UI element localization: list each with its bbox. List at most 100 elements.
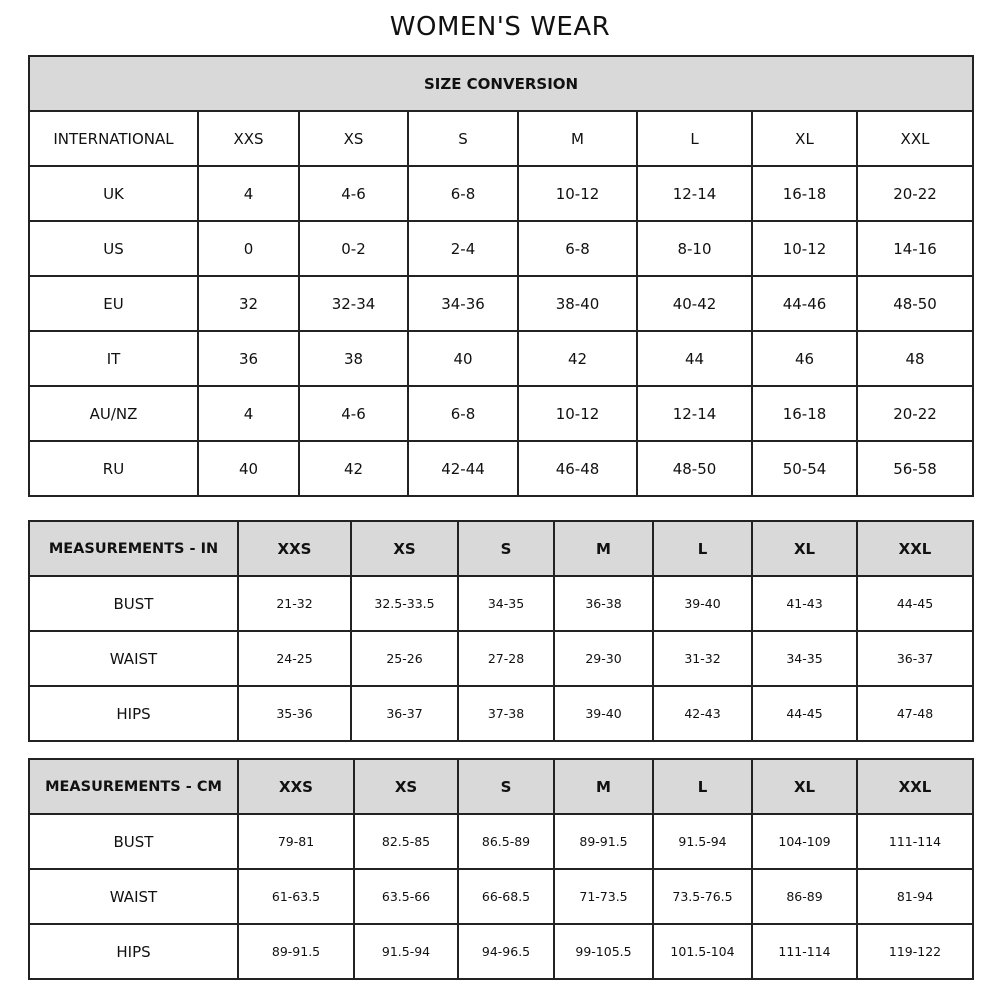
table-cell: 40 [407, 330, 519, 387]
row-label: BUST [28, 813, 239, 870]
table-cell: 20-22 [855, 385, 975, 442]
table-cell: 89-91.5 [553, 813, 654, 870]
column-header: M [517, 110, 638, 167]
table-cell: 119-122 [856, 923, 974, 980]
table-cell: 8-10 [636, 220, 753, 277]
table-cell: 34-36 [407, 275, 519, 332]
table-row: AU/NZ 4 4-6 6-8 10-12 12-14 16-18 20-22 [28, 385, 975, 442]
table-cell: 0 [197, 220, 300, 277]
header-row: MEASUREMENTS - CM XXS XS S M L XL XXL [28, 758, 974, 815]
table-cell: 25-26 [350, 630, 459, 687]
table-cell: 2-4 [407, 220, 519, 277]
column-header: XL [751, 110, 858, 167]
table-cell: 42 [298, 440, 409, 497]
table-cell: 32 [197, 275, 300, 332]
table-cell: 56-58 [855, 440, 975, 497]
table-row: BUST 21-32 32.5-33.5 34-35 36-38 39-40 41-43 44… [28, 575, 974, 632]
table-cell: 6-8 [407, 165, 519, 222]
table-row: RU 40 42 42-44 46-48 48-50 50-54 56-58 [28, 440, 975, 497]
column-header: MEASUREMENTS - IN [28, 520, 239, 577]
table-cell: 91.5-94 [652, 813, 753, 870]
table-cell: 12-14 [636, 385, 753, 442]
table-cell: 4-6 [298, 165, 409, 222]
column-header: L [652, 758, 753, 815]
column-header: XL [751, 520, 858, 577]
row-label: WAIST [28, 630, 239, 687]
table-cell: 10-12 [517, 385, 638, 442]
measurements-in-table: MEASUREMENTS - IN XXS XS S M L XL XXL BUST 21-32 3… [28, 520, 974, 742]
table-cell: 91.5-94 [353, 923, 459, 980]
table-cell: 32-34 [298, 275, 409, 332]
table-cell: 73.5-76.5 [652, 868, 753, 925]
table-cell: 27-28 [457, 630, 555, 687]
table-cell: 10-12 [751, 220, 858, 277]
table-cell: 71-73.5 [553, 868, 654, 925]
table-cell: 6-8 [407, 385, 519, 442]
column-header: S [407, 110, 519, 167]
table-cell: 38 [298, 330, 409, 387]
table-cell: 101.5-104 [652, 923, 753, 980]
table-cell: 99-105.5 [553, 923, 654, 980]
column-header: XS [350, 520, 459, 577]
table-row: BUST 79-81 82.5-85 86.5-89 89-91.5 91.5-94 104… [28, 813, 974, 870]
table-cell: 86-89 [751, 868, 858, 925]
table-cell: 36-37 [856, 630, 974, 687]
row-label: US [28, 220, 199, 277]
column-header: XS [298, 110, 409, 167]
row-label: UK [28, 165, 199, 222]
table-cell: 50-54 [751, 440, 858, 497]
table-cell: 31-32 [652, 630, 753, 687]
column-header: XXS [237, 520, 352, 577]
table-row: WAIST 24-25 25-26 27-28 29-30 31-32 34-35 36-37 [28, 630, 974, 687]
column-header: XXL [856, 758, 974, 815]
table-cell: 44 [636, 330, 753, 387]
table-cell: 47-48 [856, 685, 974, 742]
header-row: MEASUREMENTS - IN XXS XS S M L XL XXL [28, 520, 974, 577]
row-label: WAIST [28, 868, 239, 925]
table-cell: 10-12 [517, 165, 638, 222]
row-label: BUST [28, 575, 239, 632]
column-header: XL [751, 758, 858, 815]
table-cell: 14-16 [855, 220, 975, 277]
size-conversion-table: SIZE CONVERSION INTERNATIONAL XXS XS S M L XL XX… [27, 55, 975, 497]
table-cell: 35-36 [237, 685, 352, 742]
table-cell: 42-43 [652, 685, 753, 742]
table-cell: 48-50 [855, 275, 975, 332]
table-cell: 86.5-89 [457, 813, 555, 870]
table-cell: 39-40 [652, 575, 753, 632]
table-cell: 82.5-85 [353, 813, 459, 870]
row-label: IT [28, 330, 199, 387]
row-label: AU/NZ [28, 385, 199, 442]
row-label: HIPS [28, 923, 239, 980]
column-header: XXS [237, 758, 355, 815]
row-label: RU [28, 440, 199, 497]
column-header: S [457, 520, 555, 577]
table-cell: 0-2 [298, 220, 409, 277]
table-cell: 16-18 [751, 385, 858, 442]
column-header: XXL [855, 110, 975, 167]
row-label: HIPS [28, 685, 239, 742]
column-header: M [553, 520, 654, 577]
column-header: L [652, 520, 753, 577]
table-cell: 48-50 [636, 440, 753, 497]
table-cell: 48 [855, 330, 975, 387]
table-cell: 38-40 [517, 275, 638, 332]
table-cell: 4 [197, 165, 300, 222]
table-cell: 16-18 [751, 165, 858, 222]
table-cell: 44-45 [856, 575, 974, 632]
table-cell: 44-45 [751, 685, 858, 742]
row-label: EU [28, 275, 199, 332]
column-header: XXL [856, 520, 974, 577]
table-cell: 81-94 [856, 868, 974, 925]
table-cell: 34-35 [751, 630, 858, 687]
table-cell: 42-44 [407, 440, 519, 497]
table-cell: 6-8 [517, 220, 638, 277]
table-caption: SIZE CONVERSION [27, 55, 975, 112]
table-row: IT 36 38 40 42 44 46 48 [28, 330, 975, 387]
table-cell: 36-37 [350, 685, 459, 742]
table-cell: 36-38 [553, 575, 654, 632]
table-cell: 29-30 [553, 630, 654, 687]
caption-row: SIZE CONVERSION [27, 55, 975, 112]
table-row: HIPS 89-91.5 91.5-94 94-96.5 99-105.5 101.5-1… [28, 923, 974, 980]
table-cell: 37-38 [457, 685, 555, 742]
